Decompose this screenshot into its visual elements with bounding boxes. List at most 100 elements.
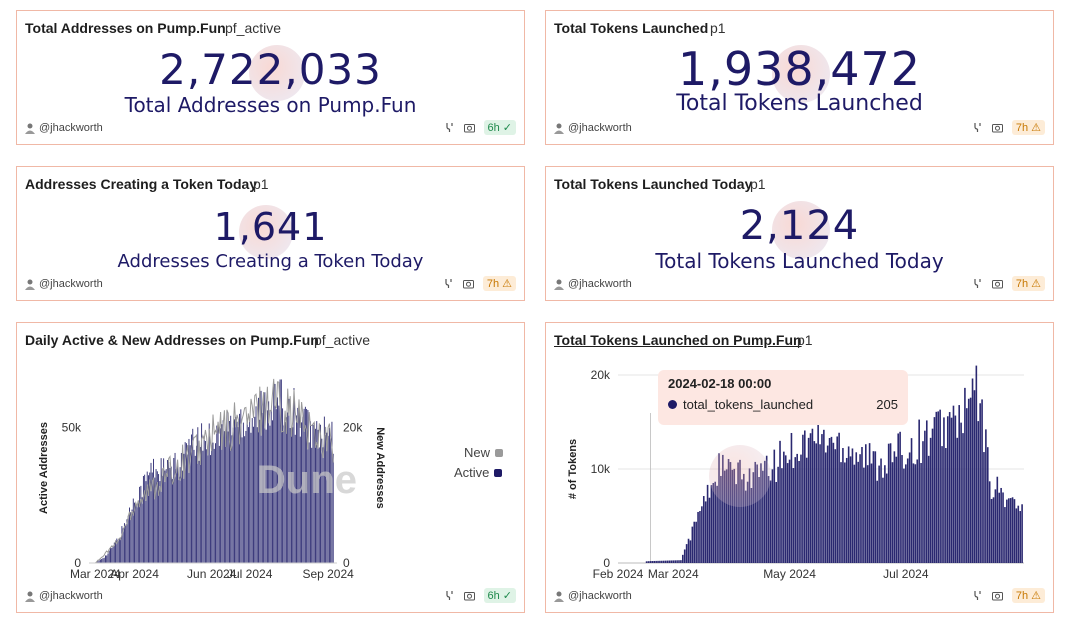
camera-icon[interactable] xyxy=(462,278,474,289)
author-name: @jhackworth xyxy=(568,278,632,290)
camera-icon[interactable] xyxy=(463,590,475,601)
query-tag[interactable]: pf_active xyxy=(225,20,282,36)
refresh-badge[interactable]: 6h ✓ xyxy=(483,120,516,135)
camera-icon[interactable] xyxy=(991,590,1003,601)
tokens-bar xyxy=(762,470,764,563)
active-bar xyxy=(313,423,315,563)
fork-icon[interactable] xyxy=(443,278,454,289)
active-bar xyxy=(169,467,171,563)
active-bar xyxy=(273,382,275,563)
x-tick-label: Apr 2024 xyxy=(110,567,159,581)
tokens-bar xyxy=(1019,511,1021,563)
legend-item-active[interactable]: Active xyxy=(454,465,503,480)
fork-icon[interactable] xyxy=(444,122,455,133)
query-tag[interactable]: p1 xyxy=(797,332,813,348)
tokens-bar xyxy=(693,521,696,563)
active-bar xyxy=(202,450,204,563)
active-bar xyxy=(247,427,249,563)
card-daily-active: Daily Active & New Addresses on Pump.Fun… xyxy=(16,322,525,613)
tokens-bar xyxy=(931,428,934,563)
avatar-icon xyxy=(25,279,35,290)
fork-icon[interactable] xyxy=(972,590,983,601)
active-bar xyxy=(168,461,170,563)
author-link[interactable]: @jhackworth xyxy=(554,278,632,290)
tokens-bar xyxy=(927,455,930,563)
refresh-badge[interactable]: 7h ⚠ xyxy=(1011,120,1045,135)
x-tick-label: Mar 2024 xyxy=(70,567,121,581)
author-name: @jhackworth xyxy=(39,122,103,134)
query-tag[interactable]: p1 xyxy=(750,176,766,192)
card-title[interactable]: Addresses Creating a Token Today xyxy=(25,176,258,192)
refresh-badge[interactable]: 6h ✓ xyxy=(483,588,516,603)
fork-icon[interactable] xyxy=(972,122,983,133)
active-bar xyxy=(292,427,294,563)
author-link[interactable]: @jhackworth xyxy=(554,590,632,602)
author-link[interactable]: @jhackworth xyxy=(25,590,103,602)
tokens-bar xyxy=(722,454,724,563)
active-bar xyxy=(251,418,253,563)
tokens-bar xyxy=(743,473,745,563)
tokens-bar xyxy=(777,466,779,563)
card-footer: @jhackworth 7h ⚠ xyxy=(554,588,1045,606)
tokens-bar xyxy=(845,457,848,563)
refresh-badge[interactable]: 7h ⚠ xyxy=(1011,276,1045,291)
refresh-badge[interactable]: 7h ⚠ xyxy=(1011,588,1045,603)
counter-value: 2,722,033 xyxy=(159,45,382,94)
active-bar xyxy=(125,525,127,563)
active-bar xyxy=(177,462,179,563)
tokens-bar xyxy=(811,428,814,563)
x-tick-label: Jul 2024 xyxy=(883,567,929,581)
author-link[interactable]: @jhackworth xyxy=(554,122,632,134)
tokens-bar xyxy=(861,446,863,563)
active-bar xyxy=(188,438,190,563)
active-bar xyxy=(121,526,123,563)
tokens-bar xyxy=(891,462,894,563)
camera-icon[interactable] xyxy=(463,122,475,133)
tokens-bar xyxy=(893,451,896,563)
tokens-bar xyxy=(994,489,997,563)
fork-icon[interactable] xyxy=(444,590,455,601)
tokens-bar xyxy=(895,456,898,563)
footer-actions: 7h ⚠ xyxy=(972,120,1045,135)
tokens-bar xyxy=(979,403,981,563)
tokens-bar xyxy=(708,497,711,563)
active-bar xyxy=(256,427,258,563)
tokens-launched-chart[interactable]: 0 10k 20k Feb 2024 Mar 2024 May 2024 Jul 2024 #… xyxy=(546,353,1055,598)
query-tag[interactable]: p1 xyxy=(253,176,269,192)
author-link[interactable]: @jhackworth xyxy=(25,122,103,134)
legend-item-new[interactable]: New xyxy=(464,445,504,460)
active-bar xyxy=(117,540,119,563)
active-bar xyxy=(287,412,289,563)
counter-label: Total Tokens Launched xyxy=(676,91,923,116)
active-bar xyxy=(227,431,229,563)
tokens-bar xyxy=(754,461,757,563)
card-title[interactable]: Total Tokens Launched Today xyxy=(554,176,753,192)
query-tag[interactable]: p1 xyxy=(710,20,726,36)
active-bar xyxy=(196,445,198,563)
card-title[interactable]: Total Tokens Launched xyxy=(554,20,709,36)
tokens-bar xyxy=(966,408,968,563)
active-bar xyxy=(106,555,108,563)
tokens-bar xyxy=(695,521,697,563)
active-bar xyxy=(278,405,280,563)
card-title[interactable]: Total Tokens Launched on Pump.Fun xyxy=(554,332,802,348)
camera-icon[interactable] xyxy=(991,122,1003,133)
footer-actions: 7h ⚠ xyxy=(972,276,1045,291)
x-tick-label: Jun 2024 xyxy=(187,567,237,581)
tokens-bar xyxy=(889,443,892,563)
tokens-bar xyxy=(840,462,842,563)
card-title[interactable]: Total Addresses on Pump.Fun xyxy=(25,20,226,36)
active-bar xyxy=(241,437,243,563)
tokens-bar xyxy=(653,560,656,563)
query-tag[interactable]: pf_active xyxy=(314,332,371,348)
tokens-bar xyxy=(880,458,882,563)
tokens-bar xyxy=(662,560,665,563)
card-title[interactable]: Daily Active & New Addresses on Pump.Fun xyxy=(25,332,319,348)
fork-icon[interactable] xyxy=(972,278,983,289)
author-link[interactable]: @jhackworth xyxy=(25,278,103,290)
camera-icon[interactable] xyxy=(991,278,1003,289)
refresh-badge[interactable]: 7h ⚠ xyxy=(482,276,516,291)
active-bar xyxy=(301,422,303,563)
tokens-bar xyxy=(988,481,991,563)
